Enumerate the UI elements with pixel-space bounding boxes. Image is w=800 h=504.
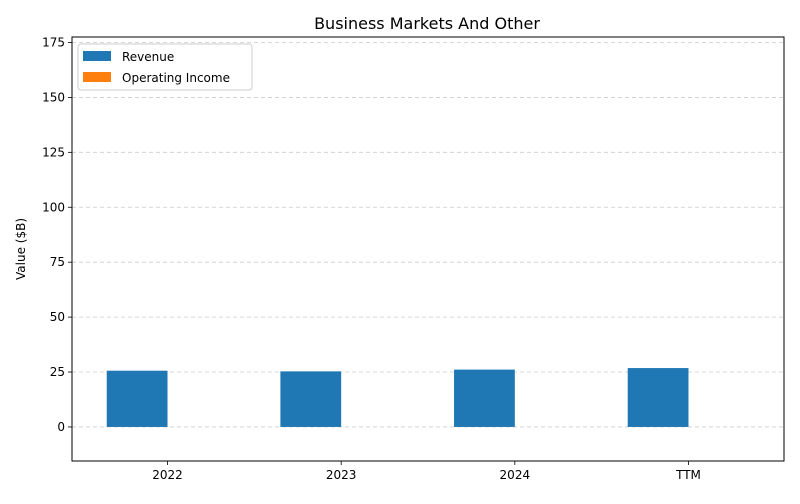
y-axis-label: Value ($B) [14, 218, 28, 280]
plot-frame [71, 36, 785, 462]
legend-label: Revenue [122, 50, 174, 64]
x-tick-label: TTM [675, 468, 701, 482]
y-tick-label: 125 [42, 145, 65, 159]
legend-label: Operating Income [122, 71, 230, 85]
y-tick-label: 0 [57, 420, 65, 434]
bar-revenue [627, 368, 689, 427]
legend-box [77, 43, 253, 91]
bar-revenue [106, 370, 168, 427]
y-tick-label: 75 [50, 255, 65, 269]
bars [106, 368, 689, 427]
x-tick-label: 2024 [500, 468, 531, 482]
y-tick-label: 175 [42, 35, 65, 49]
x-tick-label: 2023 [326, 468, 357, 482]
y-axis-ticks: 0 25 50 75 100 125 150 175 [42, 35, 72, 434]
y-tick-label: 150 [42, 90, 65, 104]
y-tick-label: 50 [50, 310, 65, 324]
legend-swatch [83, 72, 111, 82]
x-axis-ticks: 2022 2023 2024 TTM [152, 461, 701, 482]
legend-swatch [83, 51, 111, 61]
y-tick-label: 25 [50, 365, 65, 379]
chart-title: Business Markets And Other [314, 14, 540, 33]
x-tick-label: 2022 [152, 468, 183, 482]
legend: Revenue Operating Income [77, 43, 253, 91]
y-tick-label: 100 [42, 200, 65, 214]
bar-revenue [280, 371, 342, 427]
bar-revenue [454, 369, 515, 427]
